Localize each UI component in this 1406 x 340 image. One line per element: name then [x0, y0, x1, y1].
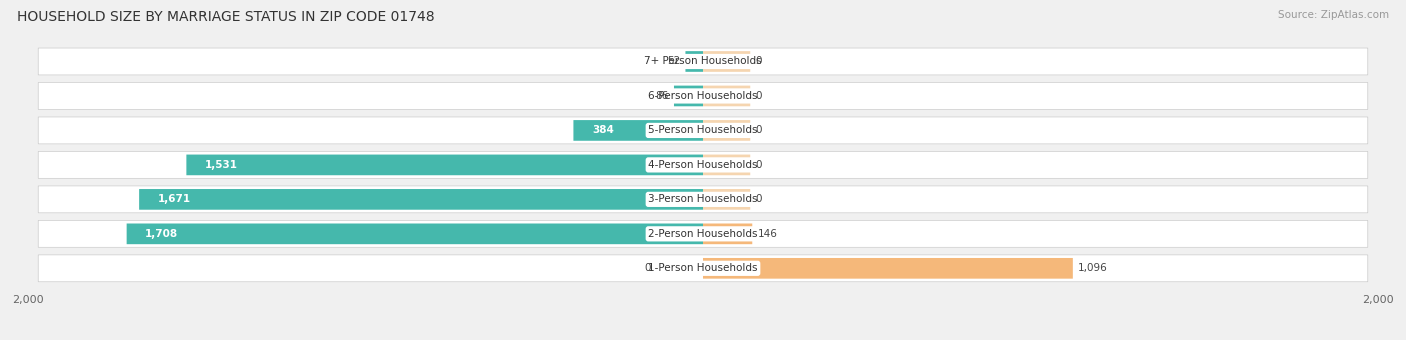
- FancyBboxPatch shape: [703, 155, 751, 175]
- FancyBboxPatch shape: [127, 223, 703, 244]
- Text: 1,531: 1,531: [205, 160, 238, 170]
- Text: 0: 0: [755, 194, 762, 204]
- FancyBboxPatch shape: [38, 255, 1368, 282]
- Text: 146: 146: [758, 229, 778, 239]
- Text: 7+ Person Households: 7+ Person Households: [644, 56, 762, 67]
- Text: 5-Person Households: 5-Person Households: [648, 125, 758, 135]
- FancyBboxPatch shape: [703, 86, 751, 106]
- FancyBboxPatch shape: [686, 51, 703, 72]
- FancyBboxPatch shape: [38, 83, 1368, 109]
- FancyBboxPatch shape: [38, 220, 1368, 247]
- Text: 384: 384: [592, 125, 614, 135]
- Text: 0: 0: [644, 263, 651, 273]
- Text: HOUSEHOLD SIZE BY MARRIAGE STATUS IN ZIP CODE 01748: HOUSEHOLD SIZE BY MARRIAGE STATUS IN ZIP…: [17, 10, 434, 24]
- Text: 0: 0: [755, 160, 762, 170]
- Text: 3-Person Households: 3-Person Households: [648, 194, 758, 204]
- FancyBboxPatch shape: [38, 48, 1368, 75]
- Text: Source: ZipAtlas.com: Source: ZipAtlas.com: [1278, 10, 1389, 20]
- Text: 52: 52: [666, 56, 681, 67]
- Text: 1,096: 1,096: [1078, 263, 1108, 273]
- FancyBboxPatch shape: [703, 258, 1073, 279]
- FancyBboxPatch shape: [703, 223, 752, 244]
- FancyBboxPatch shape: [703, 51, 751, 72]
- FancyBboxPatch shape: [38, 151, 1368, 179]
- FancyBboxPatch shape: [673, 86, 703, 106]
- Text: 0: 0: [755, 125, 762, 135]
- FancyBboxPatch shape: [139, 189, 703, 210]
- Text: 86: 86: [655, 91, 669, 101]
- Text: 4-Person Households: 4-Person Households: [648, 160, 758, 170]
- Text: 0: 0: [755, 56, 762, 67]
- FancyBboxPatch shape: [38, 117, 1368, 144]
- FancyBboxPatch shape: [703, 120, 751, 141]
- Text: 6-Person Households: 6-Person Households: [648, 91, 758, 101]
- Text: 1,708: 1,708: [145, 229, 179, 239]
- FancyBboxPatch shape: [574, 120, 703, 141]
- Text: 0: 0: [755, 91, 762, 101]
- FancyBboxPatch shape: [703, 189, 751, 210]
- FancyBboxPatch shape: [187, 155, 703, 175]
- Text: 2-Person Households: 2-Person Households: [648, 229, 758, 239]
- Text: 1-Person Households: 1-Person Households: [648, 263, 758, 273]
- Text: 1,671: 1,671: [157, 194, 191, 204]
- FancyBboxPatch shape: [38, 186, 1368, 213]
